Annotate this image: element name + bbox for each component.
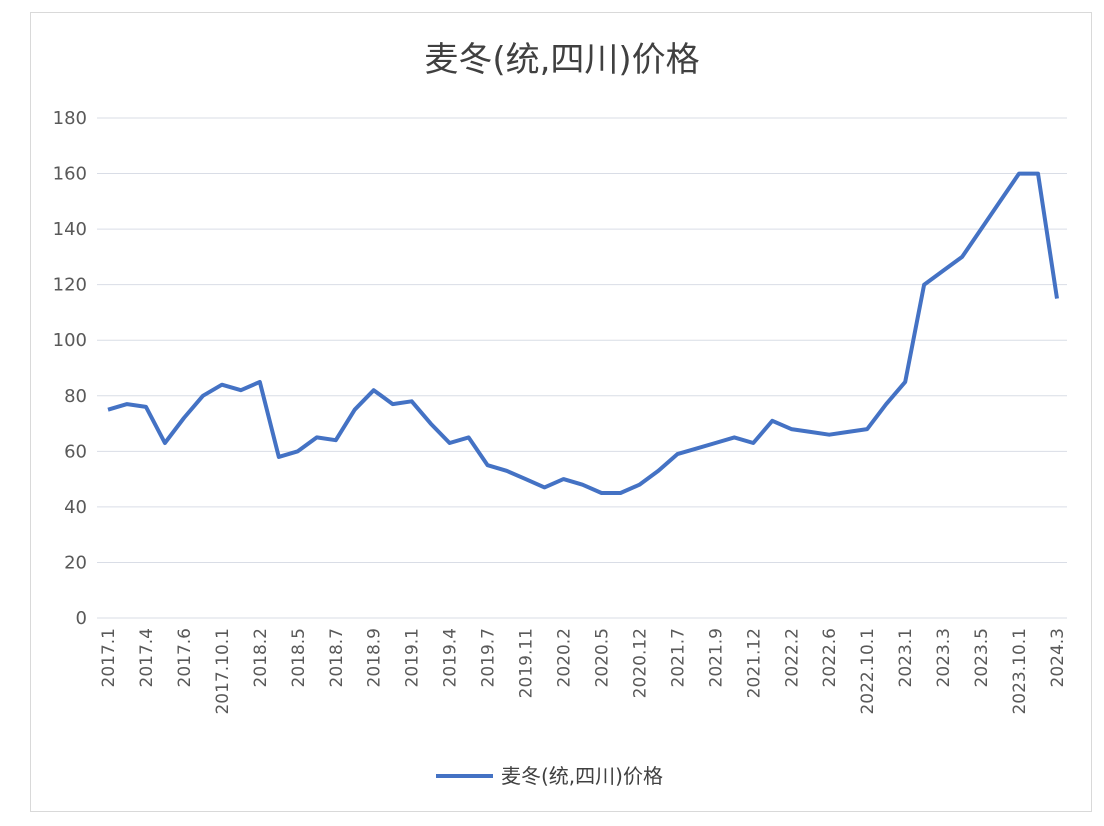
x-tick-label: 2018.5 xyxy=(289,628,309,687)
x-tick-label: 2018.2 xyxy=(251,628,271,687)
data-point xyxy=(656,469,660,473)
x-tick-label: 2019.1 xyxy=(403,628,423,687)
series-line xyxy=(107,171,1059,495)
y-tick-label: 100 xyxy=(53,330,87,351)
x-tick-label: 2023.10.1 xyxy=(1010,628,1030,715)
series-layer xyxy=(106,171,1059,495)
x-tick-label: 2020.5 xyxy=(592,628,612,687)
data-point xyxy=(960,255,964,259)
y-axis-ticks: 0 20 40 60 80 100 120 140 160 180 xyxy=(53,108,87,629)
data-point xyxy=(675,452,679,456)
x-tick-label: 2023.1 xyxy=(896,628,916,687)
data-point xyxy=(239,388,243,392)
data-point xyxy=(637,483,641,487)
y-tick-label: 160 xyxy=(53,164,87,185)
x-tick-label: 2017.10.1 xyxy=(213,628,233,715)
x-tick-label: 2022.2 xyxy=(782,628,802,687)
y-tick-label: 60 xyxy=(64,441,87,462)
data-point xyxy=(1055,297,1059,301)
x-tick-label: 2019.11 xyxy=(517,628,537,698)
data-point xyxy=(998,199,1002,203)
data-point xyxy=(751,441,755,445)
data-point xyxy=(125,402,129,406)
x-tick-label: 2017.6 xyxy=(175,628,195,687)
data-point xyxy=(922,283,926,287)
data-point xyxy=(599,491,603,495)
data-point xyxy=(713,441,717,445)
gridlines xyxy=(97,117,1067,619)
x-tick-label: 2020.12 xyxy=(630,628,650,698)
data-point xyxy=(865,427,869,431)
data-point xyxy=(618,491,622,495)
x-axis-ticks: 2017.1 2017.4 2017.6 2017.10.1 2018.2 2018.5 2… xyxy=(99,628,1068,715)
data-point xyxy=(410,399,414,403)
data-point xyxy=(694,447,698,451)
data-point xyxy=(505,469,509,473)
x-tick-label: 2020.2 xyxy=(555,628,575,687)
x-tick-label: 2018.7 xyxy=(327,628,347,687)
data-point xyxy=(106,408,110,412)
data-point xyxy=(353,408,357,412)
data-point xyxy=(827,433,831,437)
legend: 麦冬(统,四川)价格 xyxy=(436,764,663,788)
chart-title: 麦冬(统,四川)价格 xyxy=(424,40,699,80)
data-point xyxy=(789,427,793,431)
data-point xyxy=(467,435,471,439)
data-point xyxy=(884,402,888,406)
data-point xyxy=(524,477,528,481)
data-point xyxy=(770,419,774,423)
data-point xyxy=(182,416,186,420)
data-point xyxy=(941,269,945,273)
y-tick-label: 140 xyxy=(53,219,87,240)
x-tick-label: 2019.4 xyxy=(441,628,461,687)
y-tick-label: 120 xyxy=(53,275,87,296)
x-tick-label: 2019.7 xyxy=(479,628,499,687)
data-point xyxy=(258,380,262,384)
x-tick-label: 2021.12 xyxy=(744,628,764,698)
chart-frame: 麦冬(统,四川)价格 0 20 40 60 80 100 120 140 160 180 2017… xyxy=(30,12,1092,812)
data-point xyxy=(448,441,452,445)
x-tick-label: 2021.7 xyxy=(668,628,688,687)
data-point xyxy=(1036,172,1040,176)
data-point xyxy=(581,483,585,487)
x-tick-label: 2017.4 xyxy=(137,628,157,687)
y-tick-label: 80 xyxy=(64,386,87,407)
data-point xyxy=(334,438,338,442)
data-point xyxy=(562,477,566,481)
x-tick-label: 2023.3 xyxy=(934,628,954,687)
y-tick-label: 40 xyxy=(64,497,87,518)
x-tick-label: 2017.1 xyxy=(99,628,119,687)
data-point xyxy=(277,455,281,459)
x-tick-label: 2023.5 xyxy=(972,628,992,687)
data-point xyxy=(391,402,395,406)
data-point xyxy=(315,435,319,439)
data-point xyxy=(144,405,148,409)
x-tick-label: 2018.9 xyxy=(365,628,385,687)
x-tick-label: 2022.10.1 xyxy=(858,628,878,715)
data-point xyxy=(846,430,850,434)
data-point xyxy=(903,380,907,384)
line-chart: 麦冬(统,四川)价格 0 20 40 60 80 100 120 140 160 180 2017… xyxy=(53,40,1068,788)
y-tick-label: 20 xyxy=(64,552,87,573)
y-tick-label: 0 xyxy=(76,608,87,629)
legend-label: 麦冬(统,四川)价格 xyxy=(501,764,663,788)
x-tick-label: 2021.9 xyxy=(706,628,726,687)
data-point xyxy=(220,383,224,387)
data-point xyxy=(296,449,300,453)
data-point xyxy=(1017,172,1021,176)
y-tick-label: 180 xyxy=(53,108,87,129)
x-tick-label: 2022.6 xyxy=(820,628,840,687)
data-point xyxy=(808,430,812,434)
data-point xyxy=(429,422,433,426)
data-point xyxy=(163,441,167,445)
data-point xyxy=(732,435,736,439)
data-point xyxy=(979,227,983,231)
x-tick-label: 2024.3 xyxy=(1048,628,1068,687)
data-point xyxy=(201,394,205,398)
data-point xyxy=(372,388,376,392)
data-point xyxy=(486,463,490,467)
data-point xyxy=(543,485,547,489)
